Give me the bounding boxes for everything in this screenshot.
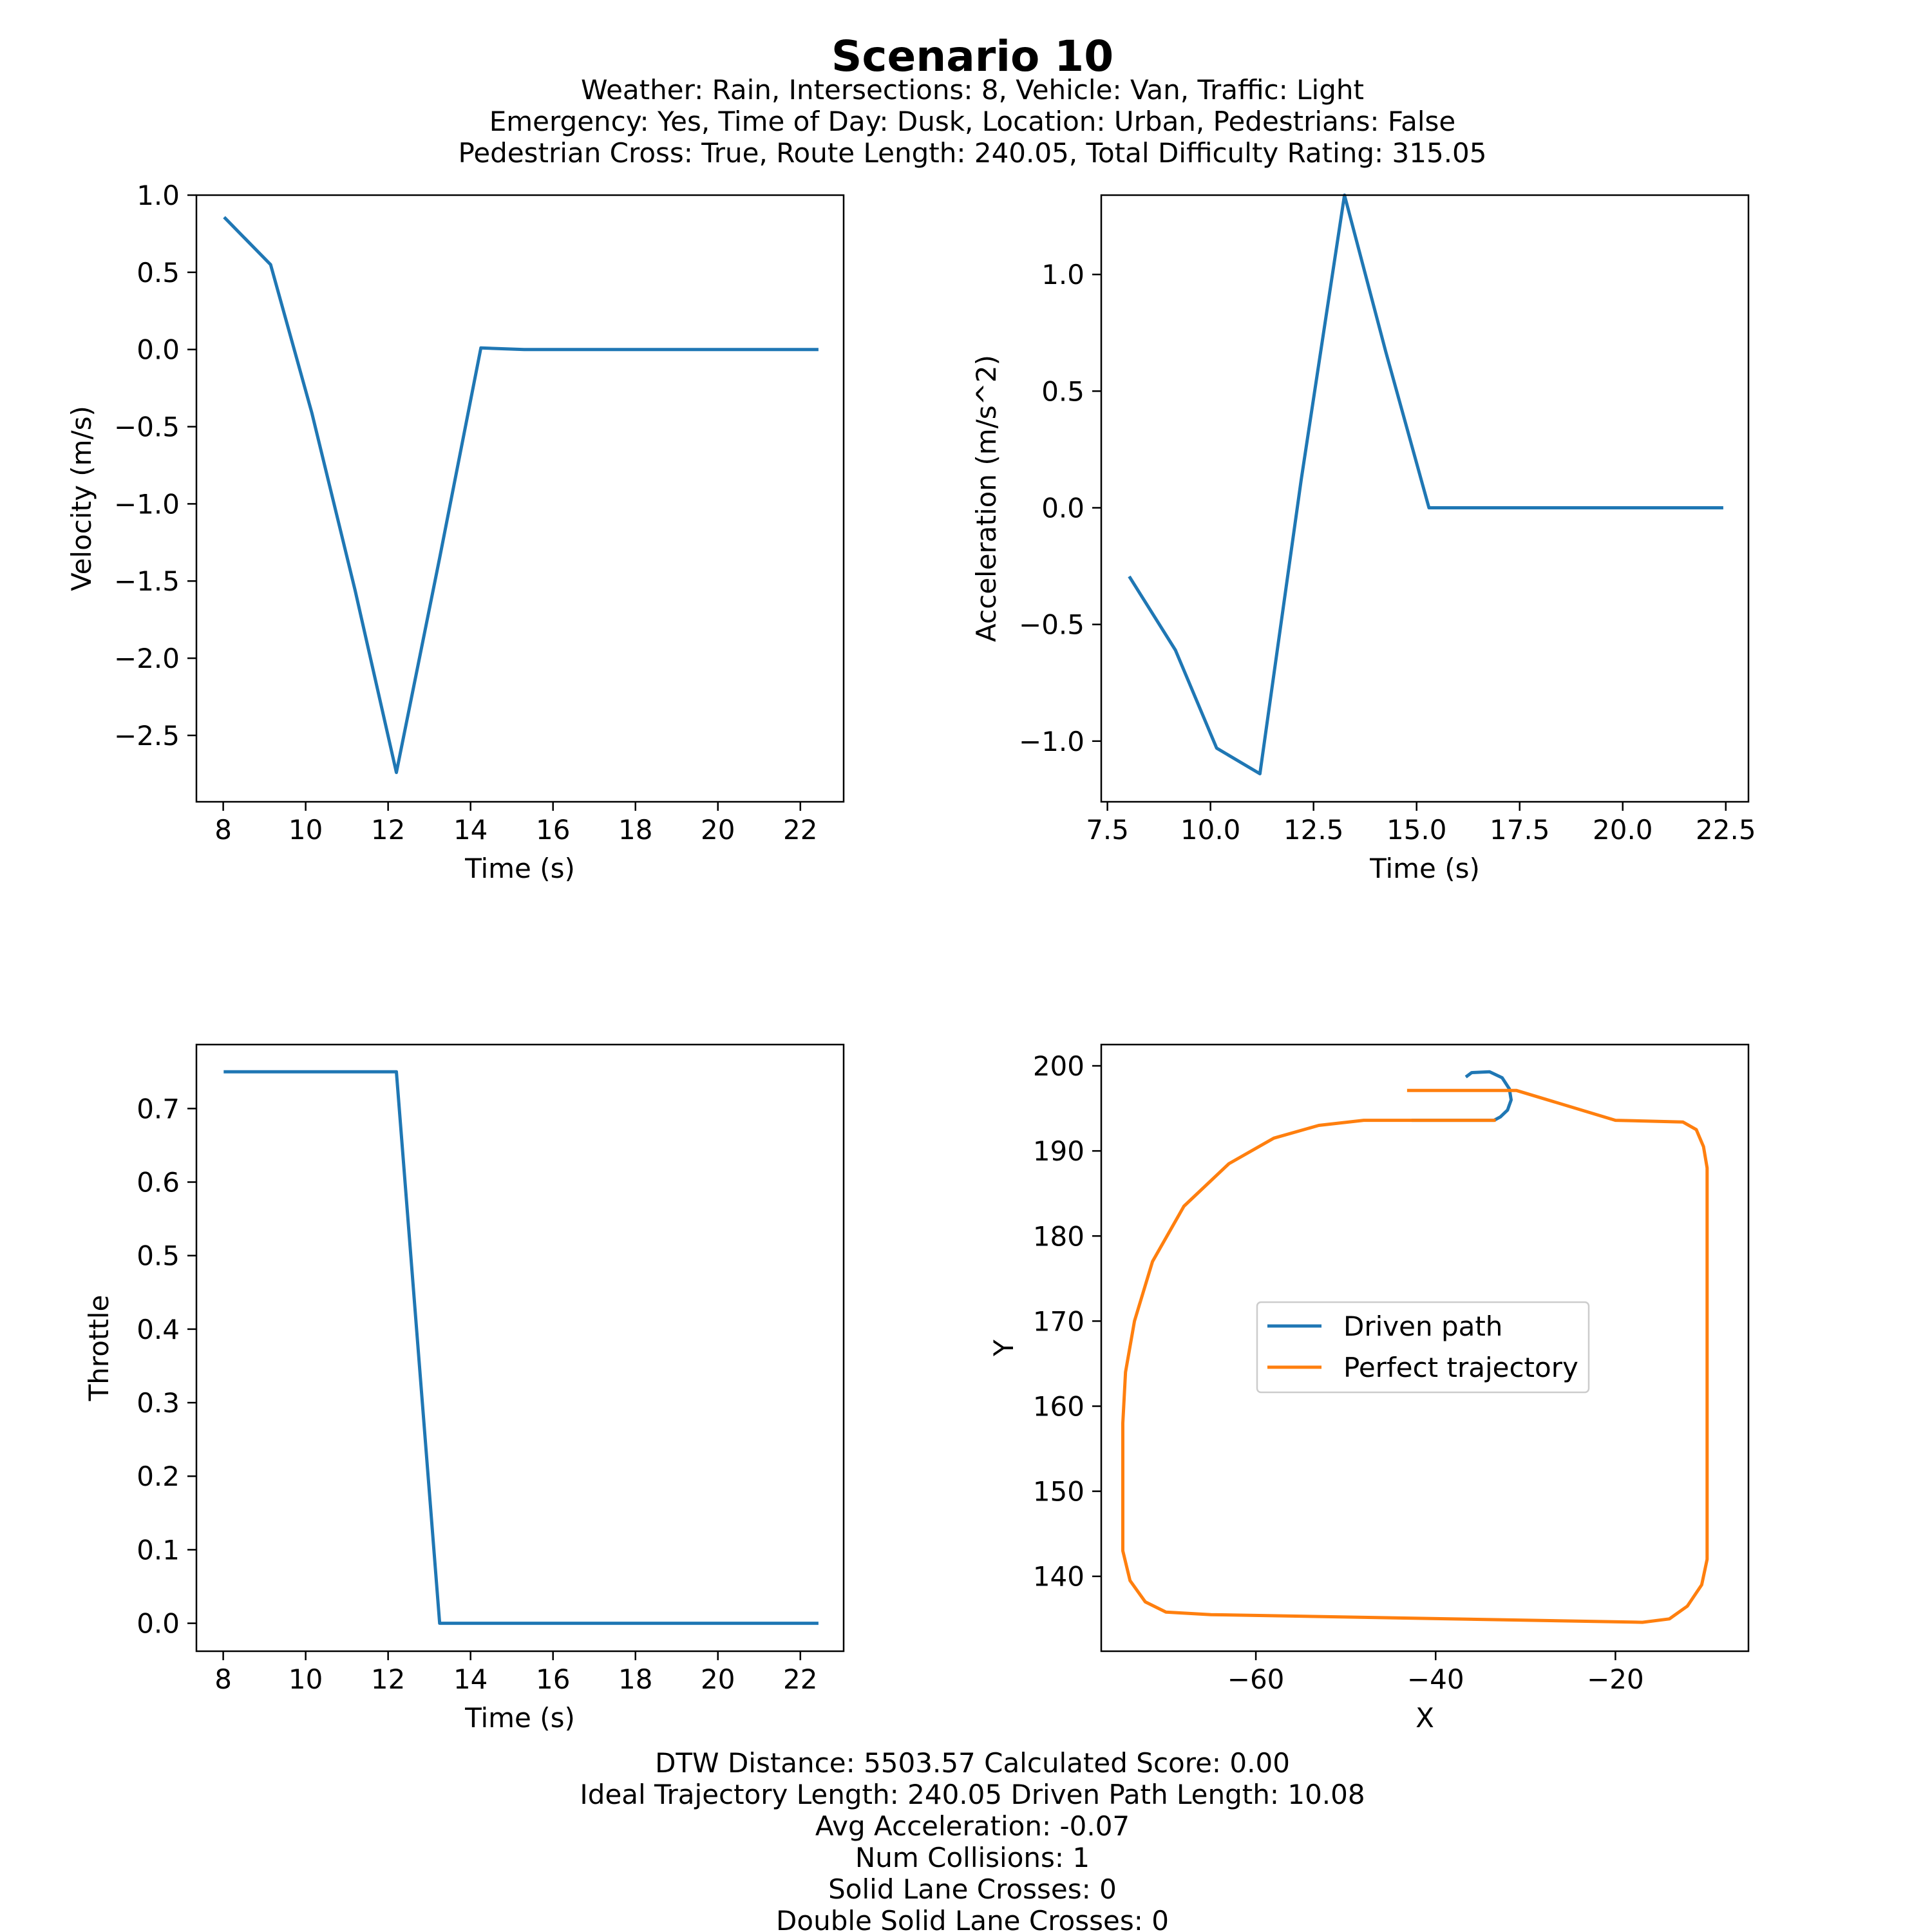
acceleration-axes-frame [1100, 194, 1750, 803]
figure-title: Scenario 10 [831, 32, 1113, 81]
acceleration-series-0 [1128, 193, 1723, 775]
velocity-ytick-label: −1.5 [114, 565, 180, 597]
footer-line-3: Avg Acceleration: -0.07 [815, 1810, 1130, 1842]
trajectory-chart: −60 −40 −20 200 190 180 170 160 150 140 X Y Driven p… [988, 1043, 1750, 1734]
velocity-xtick-label: 18 [618, 814, 652, 846]
legend-label-driven-path: Driven path [1343, 1311, 1502, 1342]
velocity-xtick-label: 12 [371, 814, 405, 846]
footer-line-1: DTW Distance: 5503.57 Calculated Score: … [655, 1747, 1290, 1779]
throttle-chart: 8 10 12 14 16 18 20 22 0.7 0.6 0.5 0.4 0.3 0.2 0.1 0.0 T… [83, 1043, 845, 1734]
throttle-ylabel: Throttle [83, 1295, 115, 1402]
acceleration-ytick-label: −1.0 [1019, 726, 1084, 757]
acceleration-xtick-label: 17.5 [1490, 814, 1550, 846]
trajectory-series-driven-path [1411, 1070, 1513, 1122]
velocity-xtick-label: 10 [289, 814, 323, 846]
throttle-axes-frame [195, 1043, 845, 1653]
trajectory-xtick-label: −20 [1587, 1663, 1644, 1695]
subtitle-line-3: Pedestrian Cross: True, Route Length: 24… [459, 137, 1487, 169]
acceleration-ylabel: Acceleration (m/s^2) [971, 355, 1002, 642]
throttle-xtick-label: 12 [371, 1663, 405, 1695]
trajectory-xlabel: X [1416, 1702, 1434, 1734]
throttle-ytick-label: 0.1 [137, 1534, 180, 1566]
velocity-xlabel: Time (s) [464, 853, 575, 884]
throttle-xtick-label: 22 [783, 1663, 817, 1695]
acceleration-ytick-label: 0.5 [1041, 375, 1084, 407]
throttle-series-0 [223, 1070, 819, 1625]
velocity-ytick-label: 0.5 [137, 257, 180, 289]
acceleration-xtick-label: 20.0 [1593, 814, 1653, 846]
subtitle-line-2: Emergency: Yes, Time of Day: Dusk, Locat… [489, 106, 1456, 137]
throttle-ytick-label: 0.4 [137, 1314, 180, 1345]
acceleration-ytick-label: 0.0 [1041, 492, 1084, 524]
trajectory-ytick-label: 150 [1033, 1476, 1084, 1508]
footer-line-2: Ideal Trajectory Length: 240.05 Driven P… [580, 1779, 1365, 1810]
trajectory-ytick-label: 170 [1033, 1305, 1084, 1337]
acceleration-chart: 7.5 10.0 12.5 15.0 17.5 20.0 22.5 1.0 0.5 0.0 −0.5… [971, 193, 1756, 884]
legend-box [1256, 1301, 1590, 1394]
trajectory-xtick-label: −40 [1407, 1663, 1464, 1695]
throttle-ytick-label: 0.3 [137, 1387, 180, 1419]
throttle-xtick-label: 18 [618, 1663, 652, 1695]
acceleration-xtick-label: 22.5 [1696, 814, 1756, 846]
velocity-series-0 [223, 216, 819, 774]
trajectory-ytick-label: 160 [1033, 1391, 1084, 1423]
trajectory-ytick-label: 140 [1033, 1561, 1084, 1593]
footer-line-6: Double Solid Lane Crosses: 0 [776, 1905, 1169, 1932]
throttle-ytick-label: 0.2 [137, 1461, 180, 1492]
velocity-ytick-label: −2.5 [114, 720, 180, 752]
throttle-xtick-label: 14 [453, 1663, 488, 1695]
throttle-ytick-label: 0.6 [137, 1167, 180, 1198]
velocity-ytick-label: 0.0 [137, 334, 180, 366]
acceleration-ytick-label: 1.0 [1041, 259, 1084, 290]
velocity-xtick-label: 8 [214, 814, 232, 846]
acceleration-xtick-label: 12.5 [1283, 814, 1344, 846]
legend-label-perfect-trajectory: Perfect trajectory [1343, 1352, 1578, 1383]
throttle-xtick-label: 10 [289, 1663, 323, 1695]
footer-line-4: Num Collisions: 1 [855, 1842, 1090, 1873]
velocity-ylabel: Velocity (m/s) [66, 406, 97, 591]
acceleration-xtick-label: 10.0 [1180, 814, 1241, 846]
acceleration-xlabel: Time (s) [1369, 853, 1480, 884]
velocity-xtick-label: 14 [453, 814, 488, 846]
trajectory-axes-frame [1100, 1043, 1750, 1653]
subtitle-line-1: Weather: Rain, Intersections: 8, Vehicle… [581, 74, 1364, 106]
throttle-xtick-label: 16 [536, 1663, 570, 1695]
trajectory-legend: Driven path Perfect trajectory [1256, 1301, 1590, 1394]
trajectory-ylabel: Y [988, 1340, 1019, 1357]
throttle-ytick-label: 0.5 [137, 1240, 180, 1272]
throttle-ytick-label: 0.0 [137, 1608, 180, 1640]
velocity-chart: 8 10 12 14 16 18 20 22 1.0 0.5 0.0 −0.5 −1.0 −1.5 −2.0… [66, 180, 845, 884]
throttle-xtick-label: 20 [701, 1663, 735, 1695]
velocity-ytick-label: −0.5 [114, 412, 180, 443]
trajectory-xtick-label: −60 [1227, 1663, 1285, 1695]
trajectory-series-perfect-trajectory [1121, 1088, 1709, 1624]
throttle-xtick-label: 8 [214, 1663, 232, 1695]
velocity-xtick-label: 22 [783, 814, 817, 846]
acceleration-xtick-label: 7.5 [1086, 814, 1129, 846]
throttle-ytick-label: 0.7 [137, 1093, 180, 1124]
velocity-xtick-label: 16 [536, 814, 570, 846]
trajectory-ytick-label: 200 [1033, 1050, 1084, 1082]
trajectory-ytick-label: 190 [1033, 1135, 1084, 1167]
trajectory-ytick-label: 180 [1033, 1220, 1084, 1252]
velocity-ytick-label: −1.0 [114, 488, 180, 520]
velocity-axes-frame [195, 194, 845, 803]
velocity-ytick-label: 1.0 [137, 180, 180, 211]
velocity-ytick-label: −2.0 [114, 643, 180, 674]
acceleration-xtick-label: 15.0 [1387, 814, 1447, 846]
footer-line-5: Solid Lane Crosses: 0 [828, 1873, 1117, 1905]
acceleration-ytick-label: −0.5 [1019, 609, 1084, 641]
throttle-xlabel: Time (s) [464, 1702, 575, 1734]
velocity-xtick-label: 20 [701, 814, 735, 846]
